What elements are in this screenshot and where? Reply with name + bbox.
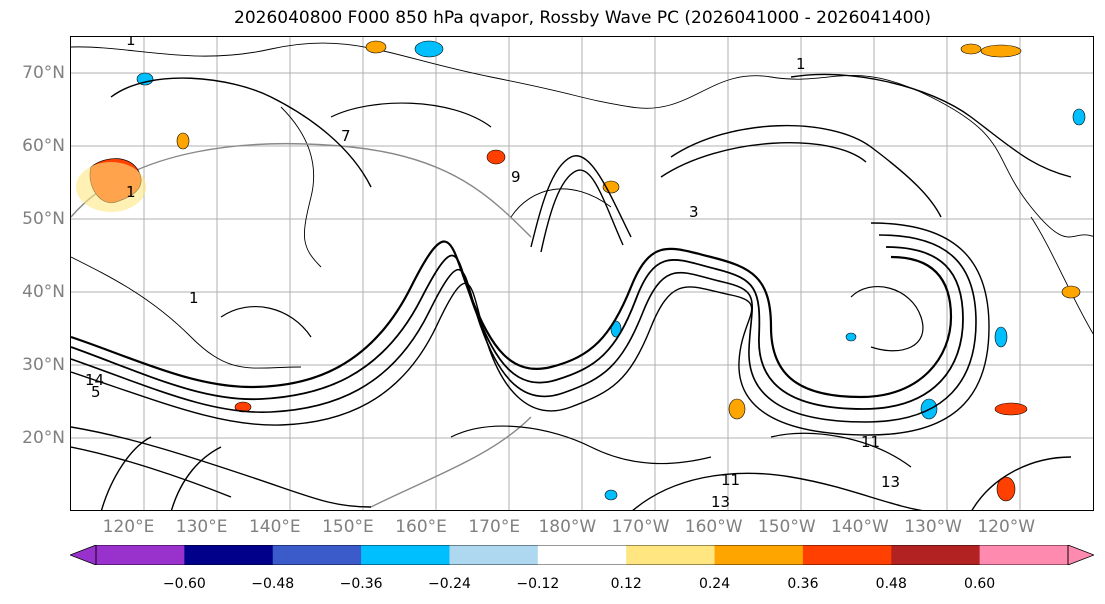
colorbar-extend-high [1067,545,1094,565]
longitude-label: 140°W [831,517,889,537]
map-title: 2026040800 F000 850 hPa qvapor, Rossby W… [234,8,931,28]
contour-label: 1 [126,37,136,49]
colorbar-tick-label: −0.48 [251,576,295,592]
contour-label: 11 [721,471,740,489]
colorbar-extend-low [70,545,97,565]
colorbar-tick-label: −0.24 [428,576,471,592]
contour-label: 9 [511,168,521,186]
longitude-label: 160°W [684,517,743,537]
longitude-label: 140°E [248,517,301,537]
contour-label: 3 [689,203,699,221]
colorbar-segment [361,545,450,565]
latitude-label: 30°N [22,354,65,375]
longitude-label: 170°E [468,517,521,537]
colorbar-tick-label: 0.60 [964,576,996,592]
colorbar [70,545,1094,565]
colorbar-segment [184,545,274,565]
longitude-label: 170°W [611,517,670,537]
colorbar-segment [537,545,627,565]
projection-arc-lower [370,416,532,508]
latitude-label: 70°N [22,62,65,83]
colorbar-segment [626,545,716,565]
longitude-label: 120°W [977,517,1036,537]
qvapor-contours [71,73,1072,510]
latitude-label: 20°N [22,427,65,448]
colorbar-tick-label: 0.12 [610,576,642,592]
anomaly-patches [76,40,1086,502]
colorbar-segment [449,545,539,565]
colorbar-segment [802,545,892,565]
coastlines [71,42,1093,369]
map-panel[interactable]: 1 1 3 1 7 1 5 11 13 11 13 9 14 [70,36,1094,511]
colorbar-tick-label: −0.60 [162,576,206,592]
contour-label: 1 [189,289,199,307]
colorbar-segment [891,545,981,565]
contour-labels: 1 1 3 1 7 1 5 11 13 11 13 9 14 [85,37,900,511]
contour-label: 13 [711,493,730,511]
longitude-label: 130°W [904,517,962,537]
contour-label: 13 [881,473,900,491]
map-graphic: 1 1 3 1 7 1 5 11 13 11 13 9 14 [71,37,1093,511]
colorbar-segment [714,545,804,565]
colorbar-tick-label: 0.24 [698,576,731,592]
colorbar-segment [96,545,185,565]
colorbar-segments [96,545,1069,565]
longitude-label: 180°W [538,517,597,537]
longitude-label: 160°E [395,517,447,537]
colorbar-tick-label: −0.12 [516,576,560,592]
colorbar-segment [272,545,362,565]
contour-label: 1 [126,183,136,201]
colorbar-tick-label: 0.48 [875,576,907,592]
colorbar-frame [95,545,1069,565]
colorbar-tick-label: −0.36 [339,576,383,592]
longitude-label: 150°E [322,517,374,537]
contour-label: 14 [85,371,104,389]
contour-label: 11 [861,433,880,451]
longitude-label: 150°W [757,517,816,537]
contour-label: 7 [341,127,351,145]
colorbar-tick-label: 0.36 [787,576,819,592]
longitude-label: 120°E [102,517,155,537]
contour-label: 5 [91,383,101,401]
graticule [71,37,1093,510]
longitude-label: 130°E [175,517,228,537]
latitude-label: 50°N [22,208,65,229]
contour-label: 1 [796,55,806,73]
latitude-label: 40°N [22,281,65,302]
colorbar-segment [979,545,1069,565]
latitude-label: 60°N [22,135,65,156]
